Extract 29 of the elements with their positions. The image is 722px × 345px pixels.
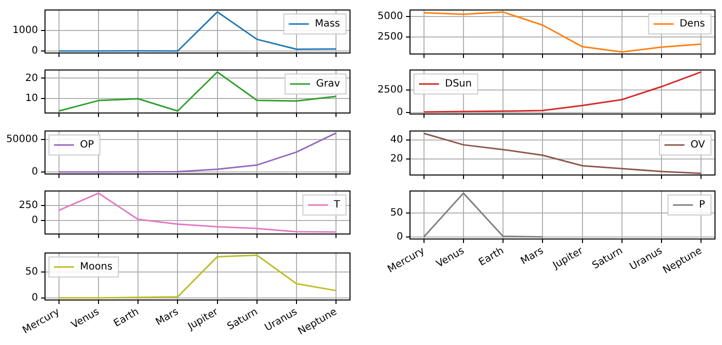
legend-label: OP bbox=[80, 140, 94, 151]
legend-label: Dens bbox=[680, 18, 706, 30]
y-tick-label: 10 bbox=[25, 92, 38, 104]
y-tick-label: 5000 bbox=[378, 10, 403, 22]
y-tick-label: 0 bbox=[32, 166, 38, 178]
y-tick-label: 50 bbox=[25, 266, 38, 278]
y-tick-label: 0 bbox=[396, 107, 403, 118]
y-tick-label: 2500 bbox=[378, 84, 403, 96]
y-tick-label: 0 bbox=[32, 292, 38, 304]
y-tick-label: 50000 bbox=[6, 134, 38, 145]
legend-label: Moons bbox=[80, 262, 112, 273]
y-tick-label: 40 bbox=[390, 134, 403, 146]
legend-label: Mass bbox=[314, 18, 340, 30]
x-tick-label: Mars bbox=[519, 246, 546, 268]
legend-label: DSun bbox=[445, 78, 472, 90]
y-tick-label: 0 bbox=[32, 46, 38, 57]
y-tick-label: 1000 bbox=[12, 25, 38, 36]
y-tick-label: 20 bbox=[25, 72, 38, 84]
y-tick-label: 250 bbox=[18, 200, 38, 212]
legend-label: Grav bbox=[316, 78, 340, 90]
y-tick-label: 0 bbox=[396, 231, 403, 242]
legend-label: T bbox=[332, 200, 341, 211]
y-tick-label: 50 bbox=[390, 208, 403, 219]
y-tick-label: 0 bbox=[32, 214, 38, 226]
y-tick-label: 20 bbox=[390, 154, 403, 165]
legend-label: P bbox=[698, 200, 705, 211]
x-tick-label: Mars bbox=[154, 306, 180, 328]
y-tick-label: 2500 bbox=[378, 32, 403, 43]
legend-label: OV bbox=[690, 140, 706, 151]
